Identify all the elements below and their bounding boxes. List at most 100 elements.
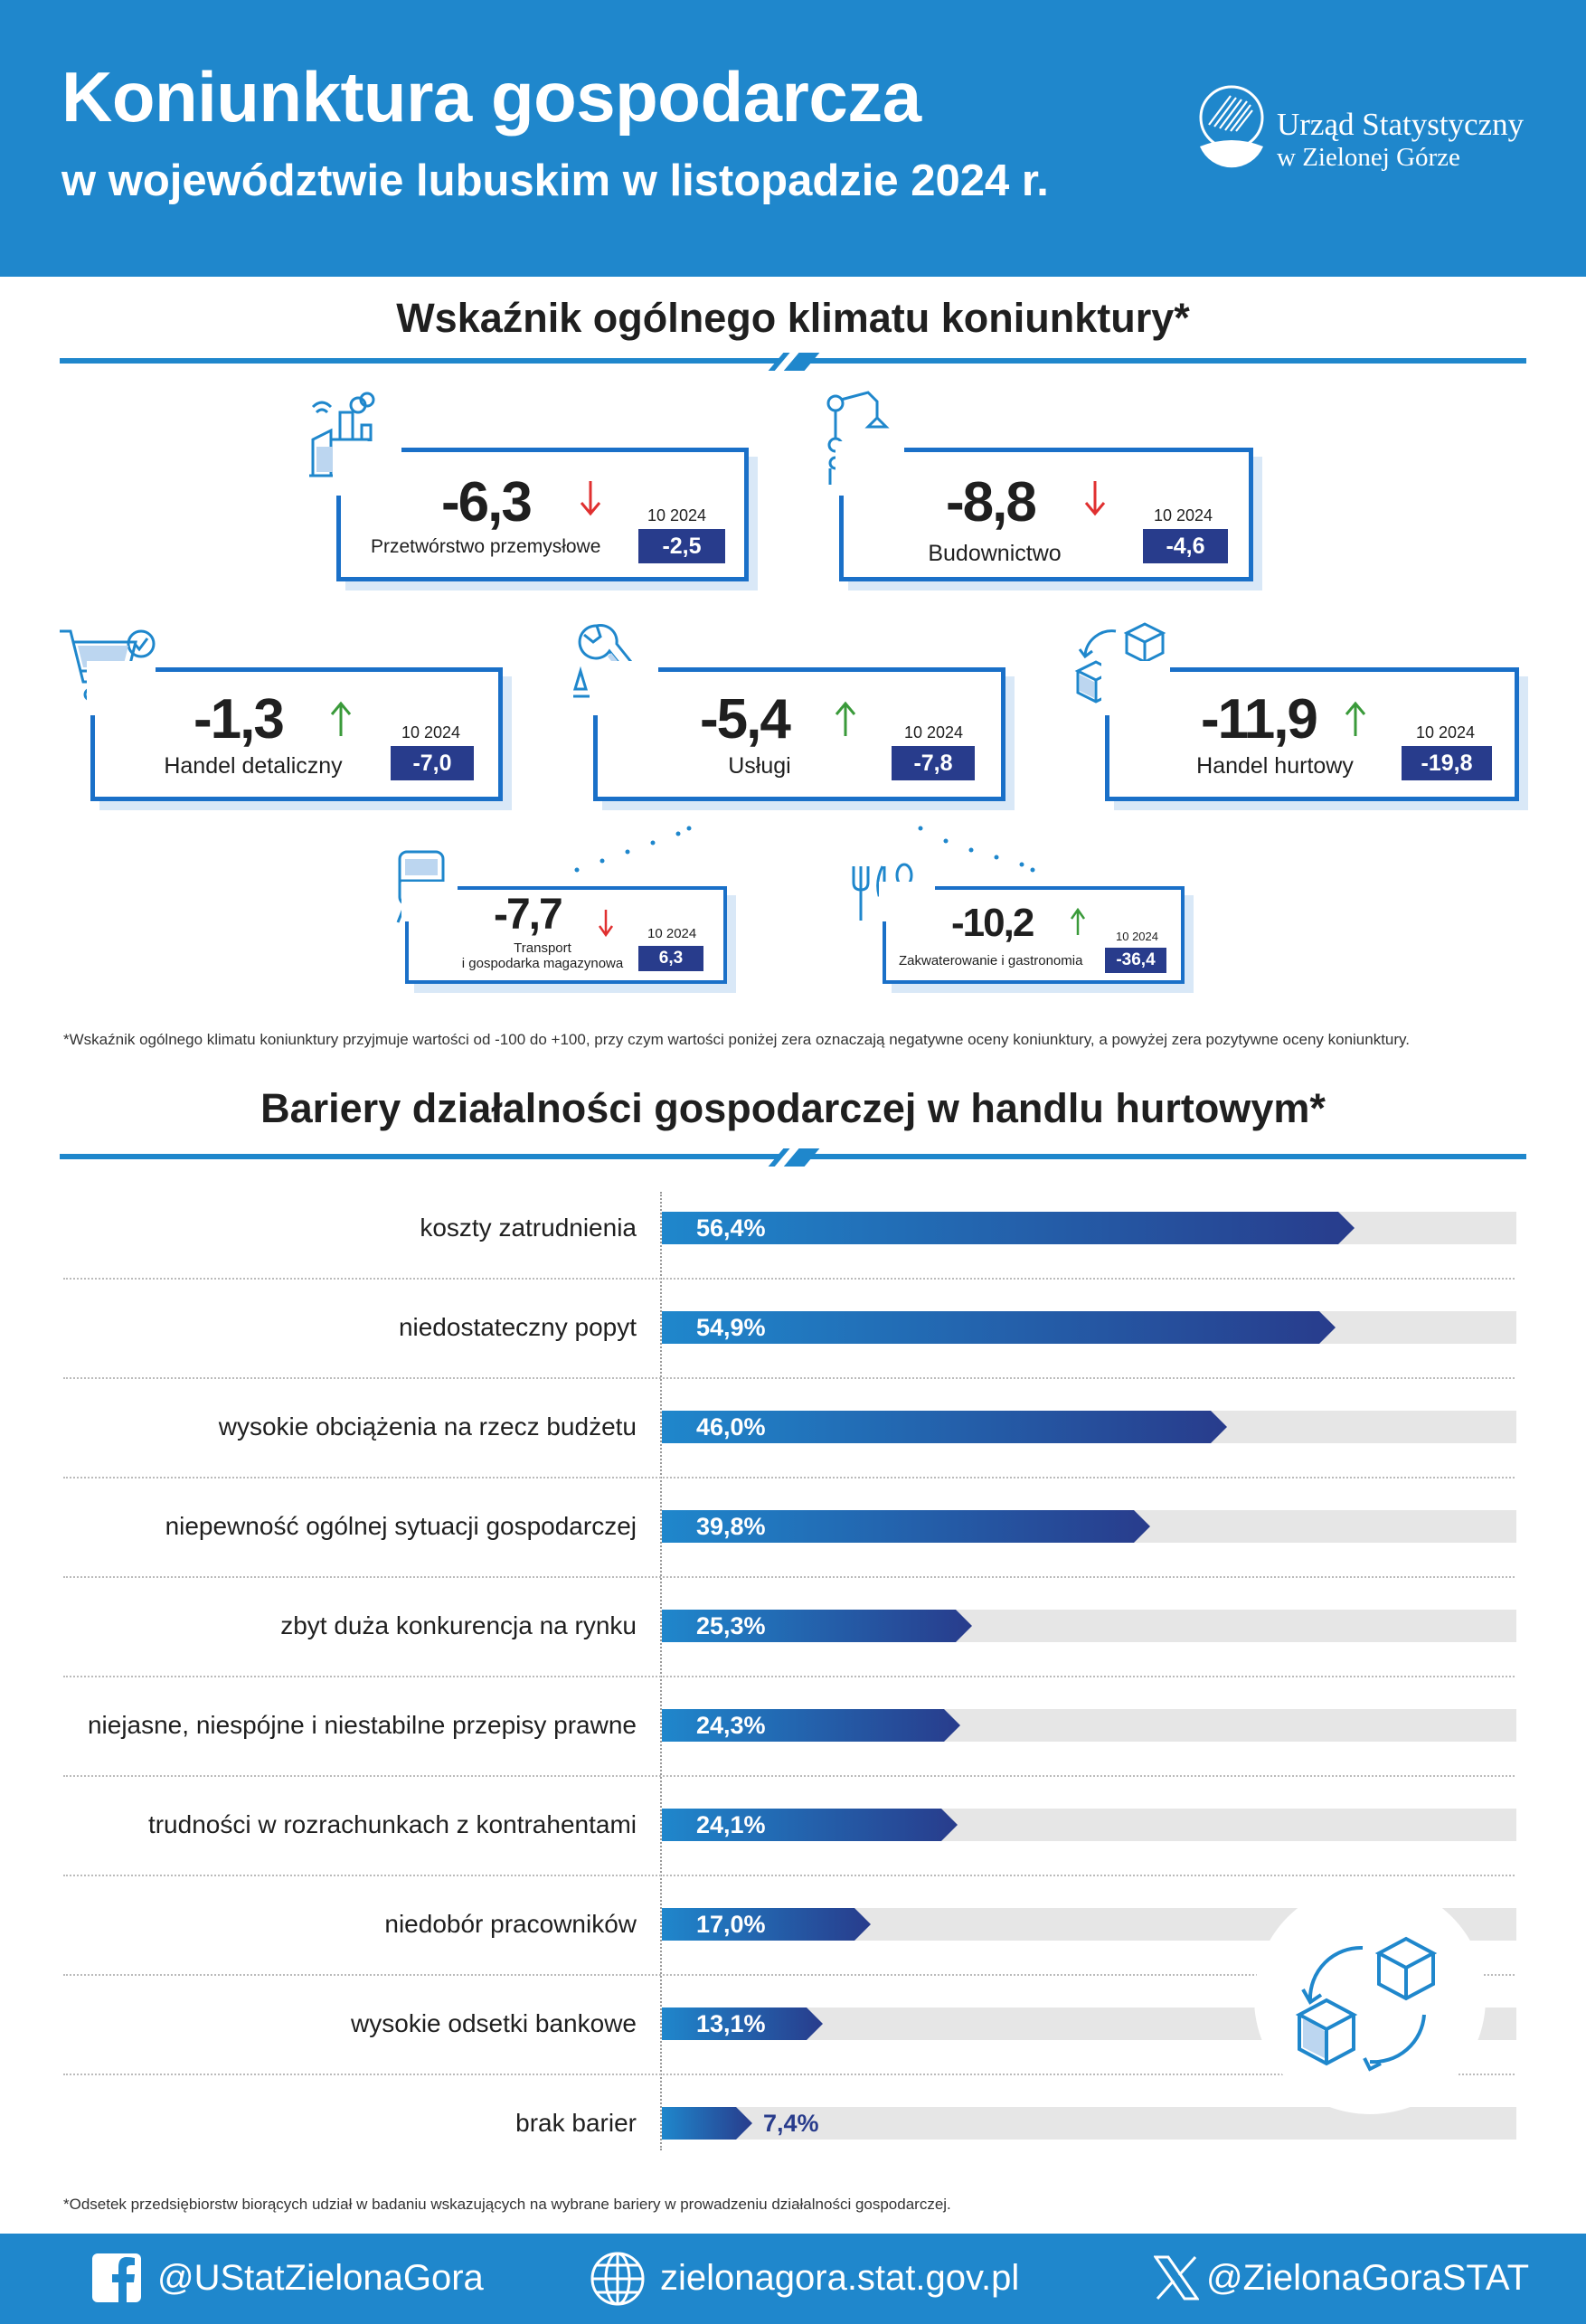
arrow-up-icon [1345, 701, 1366, 736]
row-separator [63, 1974, 1515, 1976]
card-label: Transport i gospodarka magazynowa [434, 940, 651, 972]
bar-value-label: 13,1% [696, 2010, 766, 2037]
facebook-link[interactable]: @UStatZielonaGora [157, 2258, 484, 2298]
bar [662, 2008, 823, 2040]
header-banner [0, 0, 1586, 277]
bar-value-label: 54,9% [696, 1314, 766, 1341]
card-label: Przetwórstwo przemysłowe [371, 536, 601, 557]
bar-value-label: 39,8% [696, 1513, 766, 1540]
row-separator [63, 1278, 1515, 1280]
bar-category-label: wysokie obciążenia na rzecz budżetu [218, 1412, 637, 1441]
row-separator [63, 1477, 1515, 1478]
prev-value-badge: -7,0 [391, 746, 474, 780]
barriers-heading: Bariery działalności gospodarczej w hand… [260, 1085, 1326, 1131]
prev-label: 10 2024 [1416, 723, 1476, 742]
card-value: -10,2 [951, 901, 1034, 945]
card-label: Zakwaterowanie i gastronomia [899, 953, 1083, 968]
prev-label: 10 2024 [904, 723, 964, 742]
card-label: Handel hurtowy [1196, 753, 1354, 779]
card-value: -7,7 [494, 891, 563, 939]
bar [662, 1212, 1355, 1244]
prev-label: 10 2024 [647, 506, 707, 524]
row-separator [63, 1576, 1515, 1578]
bar-value-label: 46,0% [696, 1413, 766, 1441]
dotted-arc-decoration [574, 826, 692, 873]
bar-row: niedostateczny popyt 54,9% [0, 1309, 1586, 1409]
card-label-line1: Transport [514, 940, 571, 956]
bar-value-label: 7,4% [763, 2110, 819, 2137]
bar-value-label: 24,1% [696, 1811, 766, 1838]
bar [662, 2107, 752, 2140]
org-name: Urząd Statystyczny [1277, 107, 1525, 142]
prev-value-badge: -19,8 [1402, 746, 1492, 780]
arrow-down-icon [598, 910, 614, 938]
statistics-office-logo [1199, 85, 1264, 168]
x-logo-icon[interactable] [1154, 2255, 1199, 2300]
bar-row: wysokie obciążenia na rzecz budżetu 46,0% [0, 1409, 1586, 1508]
dotted-arc-decoration [918, 826, 1035, 873]
card-value: -1,3 [194, 688, 285, 751]
facebook-icon[interactable] [90, 2252, 143, 2304]
row-separator [63, 1377, 1515, 1379]
prev-value-badge: -7,8 [892, 746, 975, 780]
bar [662, 1908, 871, 1941]
card-label: Handel detaliczny [164, 753, 343, 779]
bar-value-label: 56,4% [696, 1214, 766, 1242]
boxes-exchange-icon [1254, 1883, 1486, 2114]
page-subtitle: w województwie lubuskim w listopadzie 20… [61, 156, 1049, 205]
bar-value-label: 17,0% [696, 1911, 766, 1938]
prev-label: 10 2024 [1116, 930, 1158, 943]
card-value: -8,8 [946, 471, 1037, 534]
bar-row: trudności w rozrachunkach z kontrahentam… [0, 1807, 1586, 1906]
bar-category-label: zbyt duża konkurencja na rynku [280, 1611, 637, 1639]
bar-category-label: trudności w rozrachunkach z kontrahentam… [147, 1810, 637, 1838]
row-separator [63, 1775, 1515, 1777]
org-city: w Zielonej Górze [1277, 143, 1460, 172]
card-border-gap [87, 661, 156, 715]
card-value: -5,4 [700, 688, 791, 751]
arrow-down-icon [580, 481, 601, 516]
card-border-gap [1101, 661, 1170, 715]
card-border-gap [835, 441, 904, 496]
bar [662, 1809, 958, 1841]
climate-footnote: *Wskaźnik ogólnego klimatu koniunktury p… [63, 1031, 1411, 1048]
row-separator [63, 1676, 1515, 1677]
bar-value-label: 25,3% [696, 1612, 766, 1639]
chart-axis [660, 1192, 664, 2150]
x-handle-link[interactable]: @ZielonaGoraSTAT [1206, 2258, 1530, 2298]
bar-row: niejasne, niespójne i niestabilne przepi… [0, 1707, 1586, 1807]
card-value: -11,9 [1201, 688, 1318, 751]
card-border-gap [879, 882, 935, 921]
climate-heading: Wskaźnik ogólnego klimatu koniunktury* [396, 295, 1190, 341]
bar-category-label: niedobór pracowników [384, 1910, 637, 1938]
arrow-down-icon [1084, 481, 1106, 516]
card-border-gap [333, 441, 401, 496]
prev-value-badge: -2,5 [638, 529, 725, 563]
arrow-up-icon [835, 701, 856, 736]
prev-value-badge: 6,3 [638, 946, 703, 971]
barriers-footnote: *Odsetek przedsiębiorstw biorących udzia… [63, 2196, 951, 2213]
arrow-up-icon [1070, 908, 1086, 935]
bar-row: zbyt duża konkurencja na rynku 25,3% [0, 1608, 1586, 1707]
bar [662, 1510, 1150, 1543]
card-label-line2: i gospodarka magazynowa [461, 956, 624, 972]
bar [662, 1610, 972, 1642]
page-title: Koniunktura gospodarcza [61, 57, 921, 137]
bar-category-label: niejasne, niespójne i niestabilne przepi… [87, 1711, 637, 1739]
prev-label: 10 2024 [1154, 506, 1213, 524]
prev-value-badge: -36,4 [1105, 948, 1166, 973]
bar-row: niepewność ogólnej sytuacji gospodarczej… [0, 1508, 1586, 1608]
bar-row: koszty zatrudnienia 56,4% [0, 1210, 1586, 1309]
globe-icon [590, 2252, 645, 2306]
row-separator [63, 1875, 1515, 1876]
bar-value-label: 24,3% [696, 1712, 766, 1739]
bar-row: brak barier 7,4% [0, 2105, 1586, 2205]
bar-category-label: niedostateczny popyt [398, 1313, 637, 1341]
row-separator [63, 2074, 1515, 2075]
card-label: Budownictwo [928, 541, 1062, 566]
website-link[interactable]: zielonagora.stat.gov.pl [660, 2258, 1020, 2298]
bar-category-label: wysokie odsetki bankowe [351, 2009, 637, 2037]
bar [662, 1709, 960, 1742]
card-label: Usługi [728, 753, 791, 779]
prev-value-badge: -4,6 [1143, 529, 1228, 563]
